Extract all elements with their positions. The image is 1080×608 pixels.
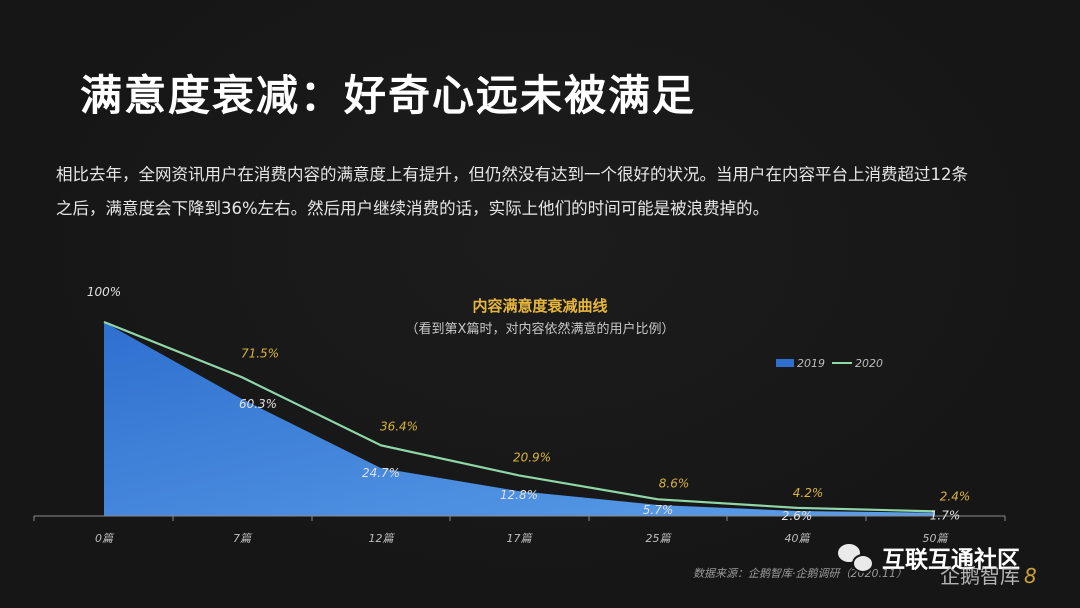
legend-swatch-2019 (776, 359, 794, 367)
watermark: 互联互通社区 (838, 540, 1020, 574)
label-2019: 60.3% (239, 397, 277, 411)
x-tick-label: 50篇 (923, 532, 950, 545)
chart-title: 内容满意度衰减曲线 (472, 297, 608, 315)
label-2020: 8.6% (659, 476, 690, 490)
x-tick-label: 7篇 (233, 532, 253, 545)
description: 相比去年，全网资讯用户在消费内容的满意度上有提升，但仍然没有达到一个很好的状况。… (56, 158, 1056, 226)
brand-suffix: 8 (1024, 564, 1037, 588)
brand-logo: 企鹅智库 8 (940, 560, 1037, 589)
x-tick-label: 0篇 (95, 532, 115, 545)
chart-subtitle: （看到第X篇时，对内容依然满意的用户比例） (405, 322, 675, 337)
label-2019: 24.7% (362, 466, 400, 480)
brand-text: 企鹅智库 (940, 564, 1020, 588)
label-2019: 2.6% (782, 509, 813, 523)
legend-label-2020: 2020 (855, 357, 883, 370)
label-2020: 71.5% (241, 346, 279, 360)
x-tick-label: 25篇 (646, 532, 673, 545)
label-2020: 20.9% (513, 450, 551, 464)
wechat-icon (838, 542, 874, 573)
label-2019: 12.8% (500, 488, 538, 502)
series-2020-line (103, 320, 936, 513)
description-line-2: 之后，满意度会下降到36%左右。然后用户继续消费的话，实际上他们的时间可能是被浪… (56, 199, 770, 218)
watermark-text: 互联互通社区 (882, 547, 1020, 573)
x-tick-label: 17篇 (507, 532, 534, 545)
label-2019: 100% (87, 285, 121, 299)
label-2019: 5.7% (643, 503, 674, 517)
page-title: 满意度衰减：好奇心远未被满足 (80, 71, 697, 120)
series-2019-area (104, 322, 935, 516)
label-2020: 4.2% (793, 486, 824, 500)
label-2020: 2.4% (940, 489, 971, 503)
x-tick-label: 40篇 (785, 532, 812, 545)
legend-label-2019: 2019 (797, 357, 825, 370)
label-2020: 36.4% (380, 419, 418, 433)
label-2019: 1.7% (930, 509, 961, 523)
x-tick-label: 12篇 (369, 532, 396, 545)
description-line-1: 相比去年，全网资讯用户在消费内容的满意度上有提升，但仍然没有达到一个很好的状况。… (56, 165, 968, 184)
